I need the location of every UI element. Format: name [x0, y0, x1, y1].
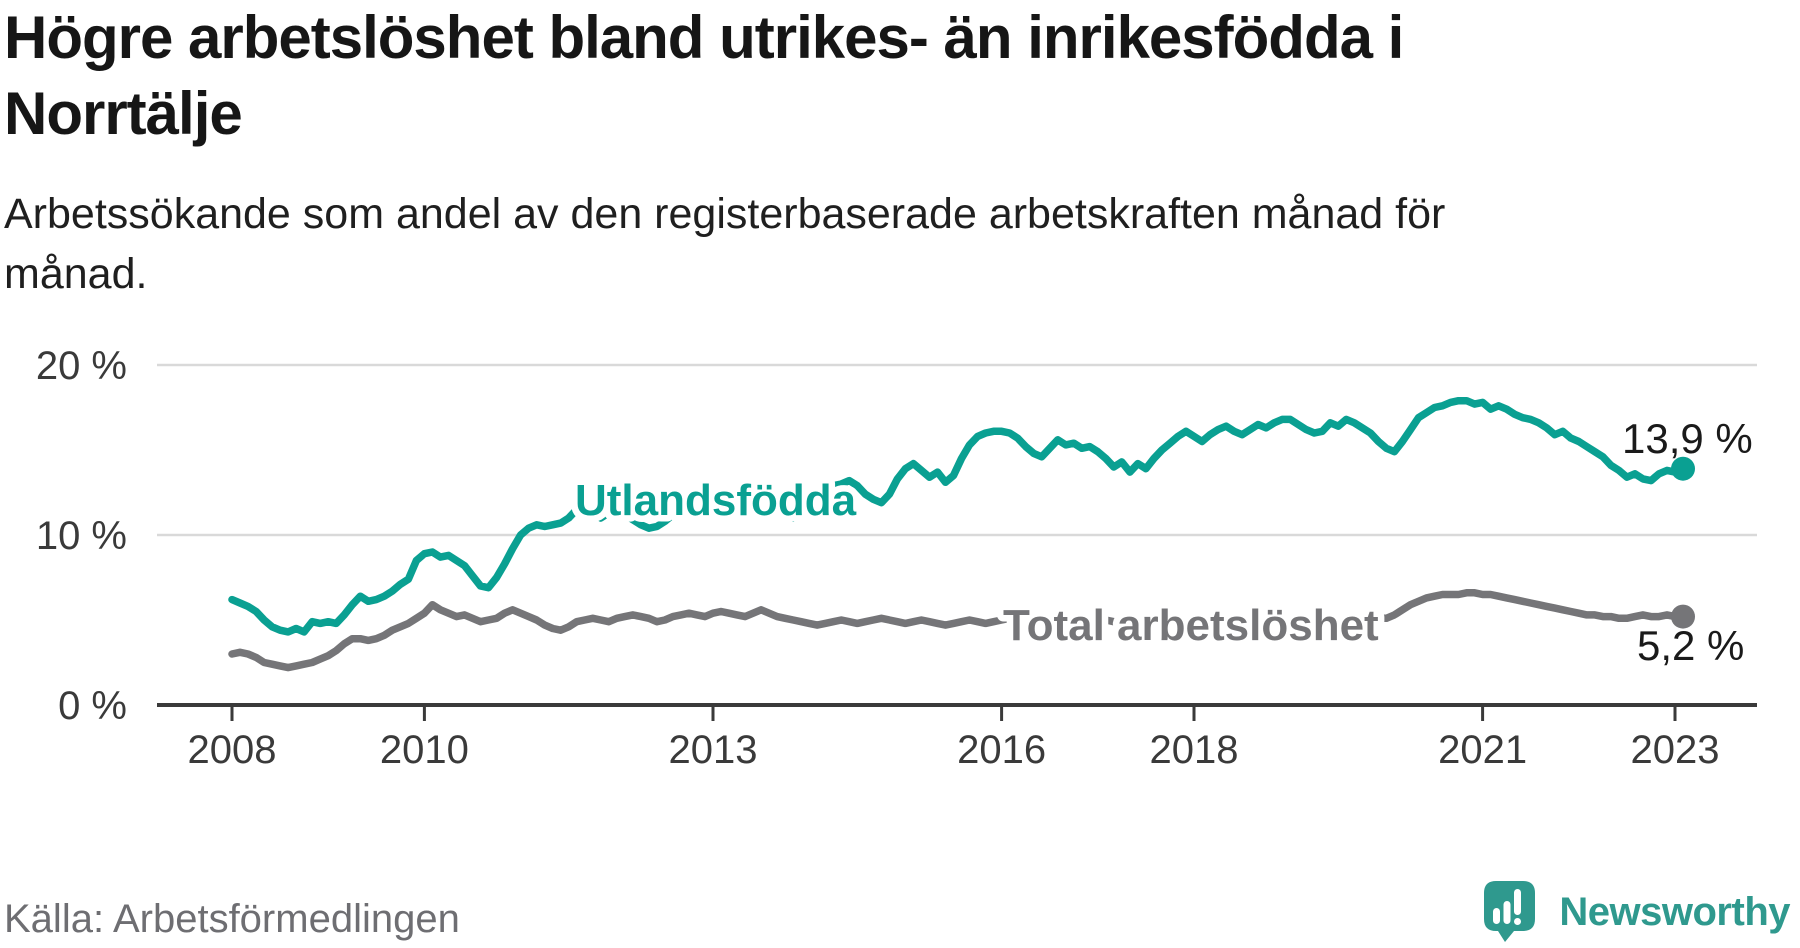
chart-subtitle: Arbetssökande som andel av den registerb… [4, 184, 1445, 304]
y-axis-label: 20 % [36, 344, 127, 388]
series-end-dot-0 [1671, 456, 1695, 481]
chart-title-line1: Högre arbetslöshet bland utrikes- än inr… [4, 4, 1404, 71]
newsworthy-wordmark: Newsworthy [1559, 890, 1790, 934]
series-end-dot-1 [1671, 604, 1695, 629]
series-label-1: Total arbetslöshet [1003, 601, 1379, 650]
end-value-label-1: 5,2 % [1637, 622, 1744, 669]
chart-subtitle-line1: Arbetssökande som andel av den registerb… [4, 190, 1446, 238]
chart-subtitle-line2: månad. [4, 250, 148, 298]
x-axis-tick-label: 2013 [669, 728, 758, 772]
end-value-label-0: 13,9 % [1622, 415, 1753, 462]
y-axis-label: 0 % [58, 684, 127, 728]
newsworthy-logo: Newsworthy [1483, 880, 1790, 944]
x-axis-tick-label: 2008 [188, 728, 277, 772]
x-axis-tick-label: 2016 [957, 728, 1046, 772]
chart-title-line2: Norrtälje [4, 80, 243, 147]
y-axis-label: 10 % [36, 514, 127, 558]
x-axis-tick-label: 2021 [1438, 728, 1527, 772]
chart-title: Högre arbetslöshet bland utrikes- än inr… [4, 0, 1404, 152]
source-note: Källa: Arbetsförmedlingen [4, 897, 460, 941]
series-line-1 [228, 589, 1687, 672]
newsworthy-icon [1484, 881, 1536, 942]
x-axis-tick-label: 2023 [1631, 728, 1720, 772]
x-axis-tick-label: 2010 [380, 728, 469, 772]
series-line-0 [228, 396, 1687, 636]
series-label-0: Utlandsfödda [575, 476, 857, 525]
x-axis-tick-label: 2018 [1150, 728, 1239, 772]
